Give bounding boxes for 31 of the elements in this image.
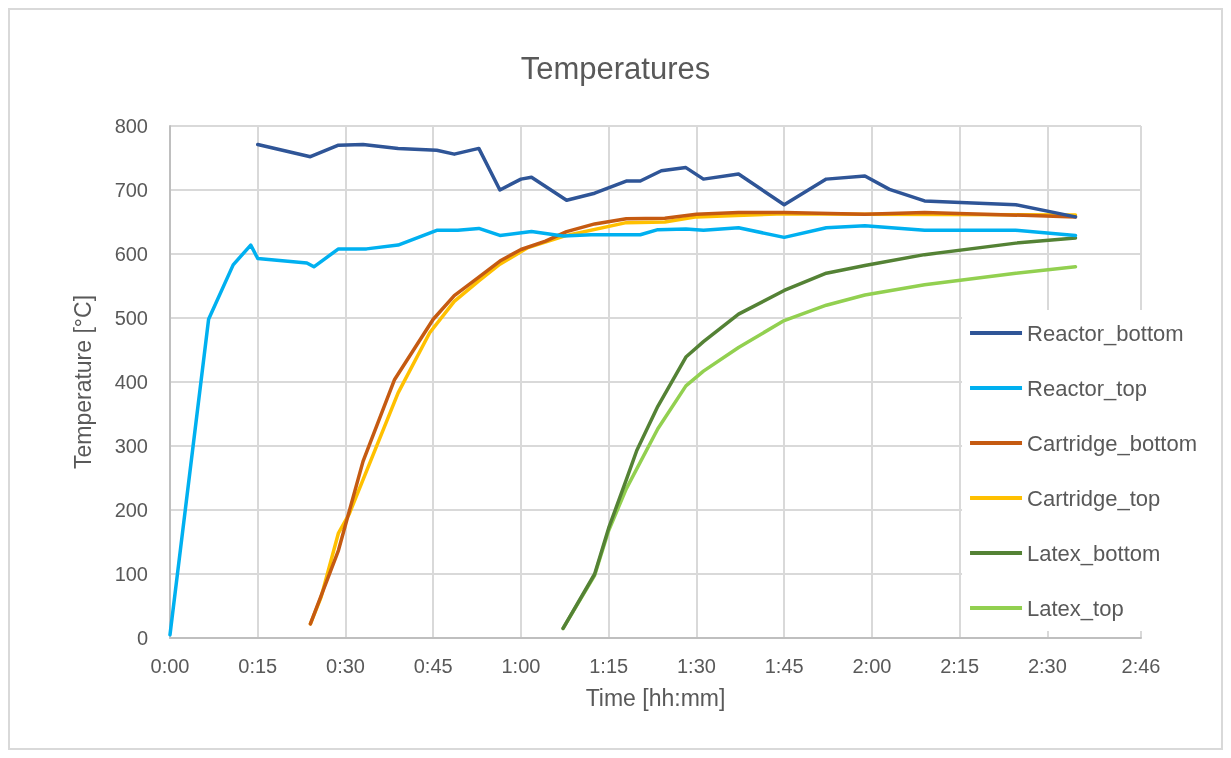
y-tick-label: 700 xyxy=(114,179,148,201)
legend-label: Latex_bottom xyxy=(1027,540,1161,566)
x-tick-label: 0:45 xyxy=(413,655,453,677)
x-tick-label: 1:00 xyxy=(501,655,541,677)
x-tick-label: 1:30 xyxy=(676,655,716,677)
legend-label: Cartridge_bottom xyxy=(1027,430,1198,456)
legend-label: Cartridge_top xyxy=(1027,485,1161,511)
y-tick-label: 800 xyxy=(114,115,148,137)
x-tick-label: 0:30 xyxy=(326,655,365,677)
x-tick-label: 2:30 xyxy=(1027,655,1067,677)
x-tick-label: 2:46 xyxy=(1121,655,1161,677)
y-tick-label: 500 xyxy=(114,307,148,329)
chart-title: Temperatures xyxy=(520,51,711,86)
y-tick-label: 200 xyxy=(114,499,148,521)
y-tick-label: 400 xyxy=(114,371,148,393)
x-tick-label: 0:15 xyxy=(238,655,278,677)
y-tick-label: 600 xyxy=(114,243,148,265)
legend-label: Latex_top xyxy=(1027,595,1124,621)
y-tick-label: 100 xyxy=(114,563,148,585)
x-tick-label: 1:15 xyxy=(589,655,629,677)
x-tick-label: 0:00 xyxy=(150,655,190,677)
legend-label: Reactor_top xyxy=(1027,375,1147,401)
y-tick-label: 0 xyxy=(136,627,148,649)
y-axis-title: Temperature [°C] xyxy=(69,294,96,470)
x-tick-label: 1:45 xyxy=(764,655,804,677)
legend-label: Reactor_bottom xyxy=(1027,320,1184,346)
x-tick-label: 2:00 xyxy=(852,655,892,677)
x-axis-title: Time [hh:mm] xyxy=(585,684,726,711)
y-tick-label: 300 xyxy=(114,435,148,457)
line-series xyxy=(255,142,1078,219)
x-tick-label: 2:15 xyxy=(940,655,980,677)
